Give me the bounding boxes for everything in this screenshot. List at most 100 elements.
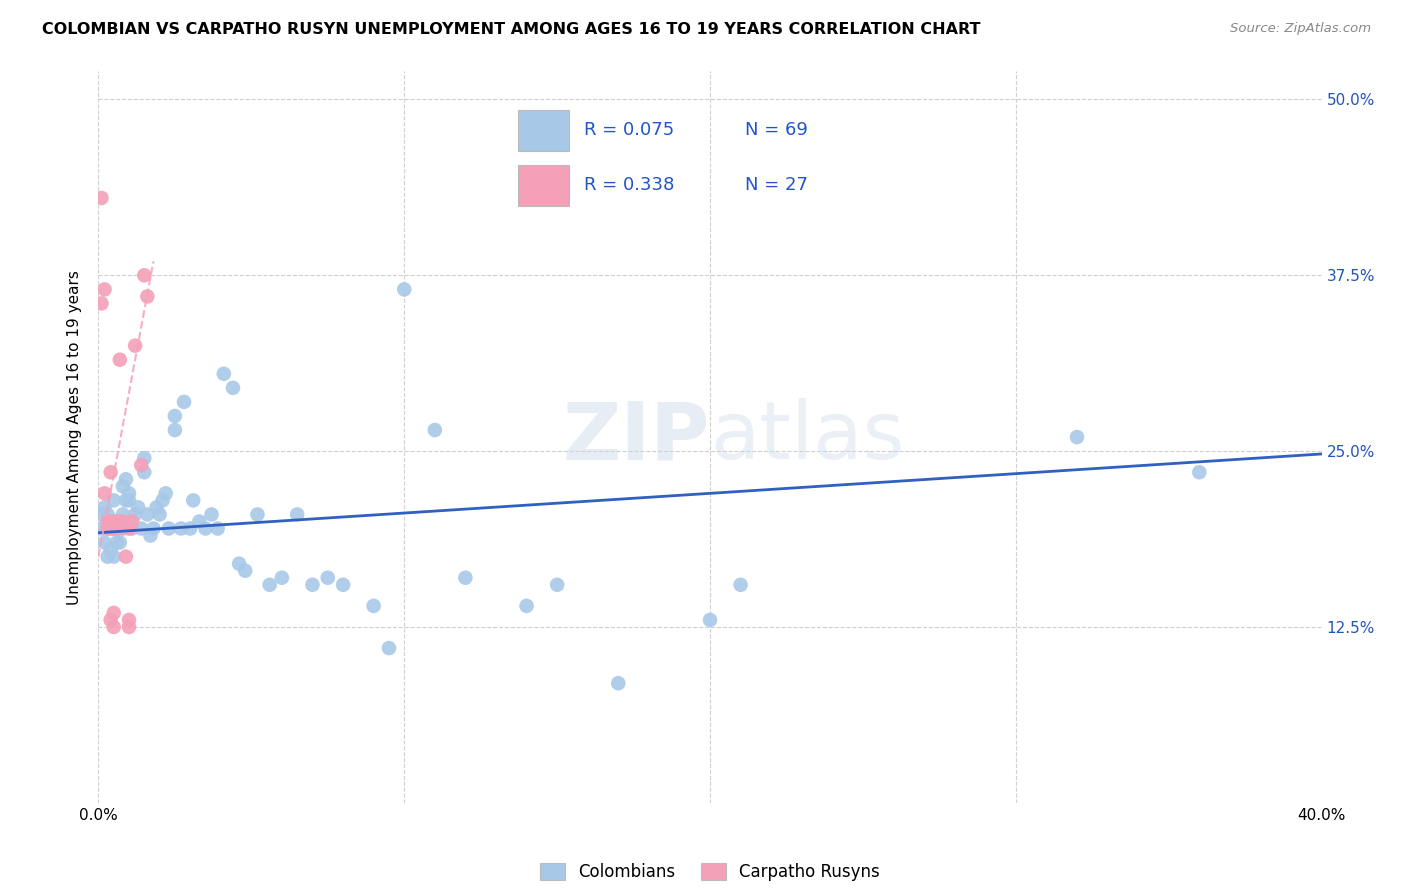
Point [115,493,138,508]
Point [100,515,122,529]
Y-axis label: Unemployment Among Ages 16 to 19 years: Unemployment Among Ages 16 to 19 years [67,269,83,605]
Point [129,521,152,535]
Point [103,493,125,508]
Point [179,521,201,535]
Point [93,500,115,515]
Point [105,515,128,529]
Point [607,676,630,690]
Point [111,515,134,529]
Point [93,535,115,549]
Point [100,613,122,627]
Point [136,289,159,303]
Point [285,508,308,522]
Legend: Colombians, Carpatho Rusyns: Colombians, Carpatho Rusyns [531,855,889,889]
Point [111,479,134,493]
Point [134,268,156,283]
Point [157,521,180,535]
Point [124,508,146,522]
Point [233,564,256,578]
Point [103,549,125,564]
Point [200,508,222,522]
Point [363,599,385,613]
Point [90,521,112,535]
Point [188,515,211,529]
Point [100,542,122,557]
Point [139,528,162,542]
Point [246,508,269,522]
Point [392,282,416,296]
Point [516,599,538,613]
Point [163,423,186,437]
Point [127,500,149,515]
Point [97,515,120,529]
FancyBboxPatch shape [517,165,568,206]
Point [118,486,141,500]
Point [118,493,141,508]
Point [155,486,177,500]
Point [90,508,112,522]
Point [194,521,217,535]
Point [454,571,477,585]
Point [115,549,138,564]
Point [111,508,134,522]
Point [1066,430,1088,444]
Point [228,557,250,571]
Text: N = 69: N = 69 [745,121,807,139]
Point [129,458,152,473]
Point [134,451,156,466]
Point [103,521,125,535]
Point [301,578,323,592]
Point [103,521,125,535]
Point [423,423,446,437]
Point [100,515,122,529]
Point [100,521,122,535]
Text: N = 27: N = 27 [745,177,808,194]
Point [115,472,138,486]
Point [136,508,159,522]
Point [121,515,143,529]
Point [103,620,125,634]
Text: R = 0.338: R = 0.338 [585,177,675,194]
Text: ZIP: ZIP [562,398,710,476]
Point [100,465,122,479]
Point [118,620,141,634]
Point [93,486,115,500]
Point [93,282,115,296]
Point [97,549,120,564]
Point [152,493,174,508]
Point [124,339,146,353]
Point [259,578,281,592]
Point [270,571,292,585]
Point [730,578,752,592]
Point [118,521,141,535]
Point [546,578,568,592]
Point [173,395,195,409]
Point [170,521,193,535]
FancyBboxPatch shape [517,110,568,151]
Point [207,521,229,535]
Point [163,409,186,423]
Point [316,571,339,585]
Point [90,191,112,205]
Point [121,521,143,535]
Point [97,521,120,535]
Point [111,521,134,535]
Point [103,606,125,620]
Text: Source: ZipAtlas.com: Source: ZipAtlas.com [1230,22,1371,36]
Point [149,508,172,522]
Point [181,493,204,508]
Point [108,352,131,367]
Point [212,367,235,381]
Text: COLOMBIAN VS CARPATHO RUSYN UNEMPLOYMENT AMONG AGES 16 TO 19 YEARS CORRELATION C: COLOMBIAN VS CARPATHO RUSYN UNEMPLOYMENT… [42,22,980,37]
Point [118,613,141,627]
Point [1188,465,1211,479]
Point [90,296,112,310]
Text: atlas: atlas [710,398,904,476]
Point [105,535,128,549]
Point [97,508,120,522]
Point [145,500,167,515]
Point [105,515,128,529]
Point [134,465,156,479]
Point [97,521,120,535]
Point [108,535,131,549]
